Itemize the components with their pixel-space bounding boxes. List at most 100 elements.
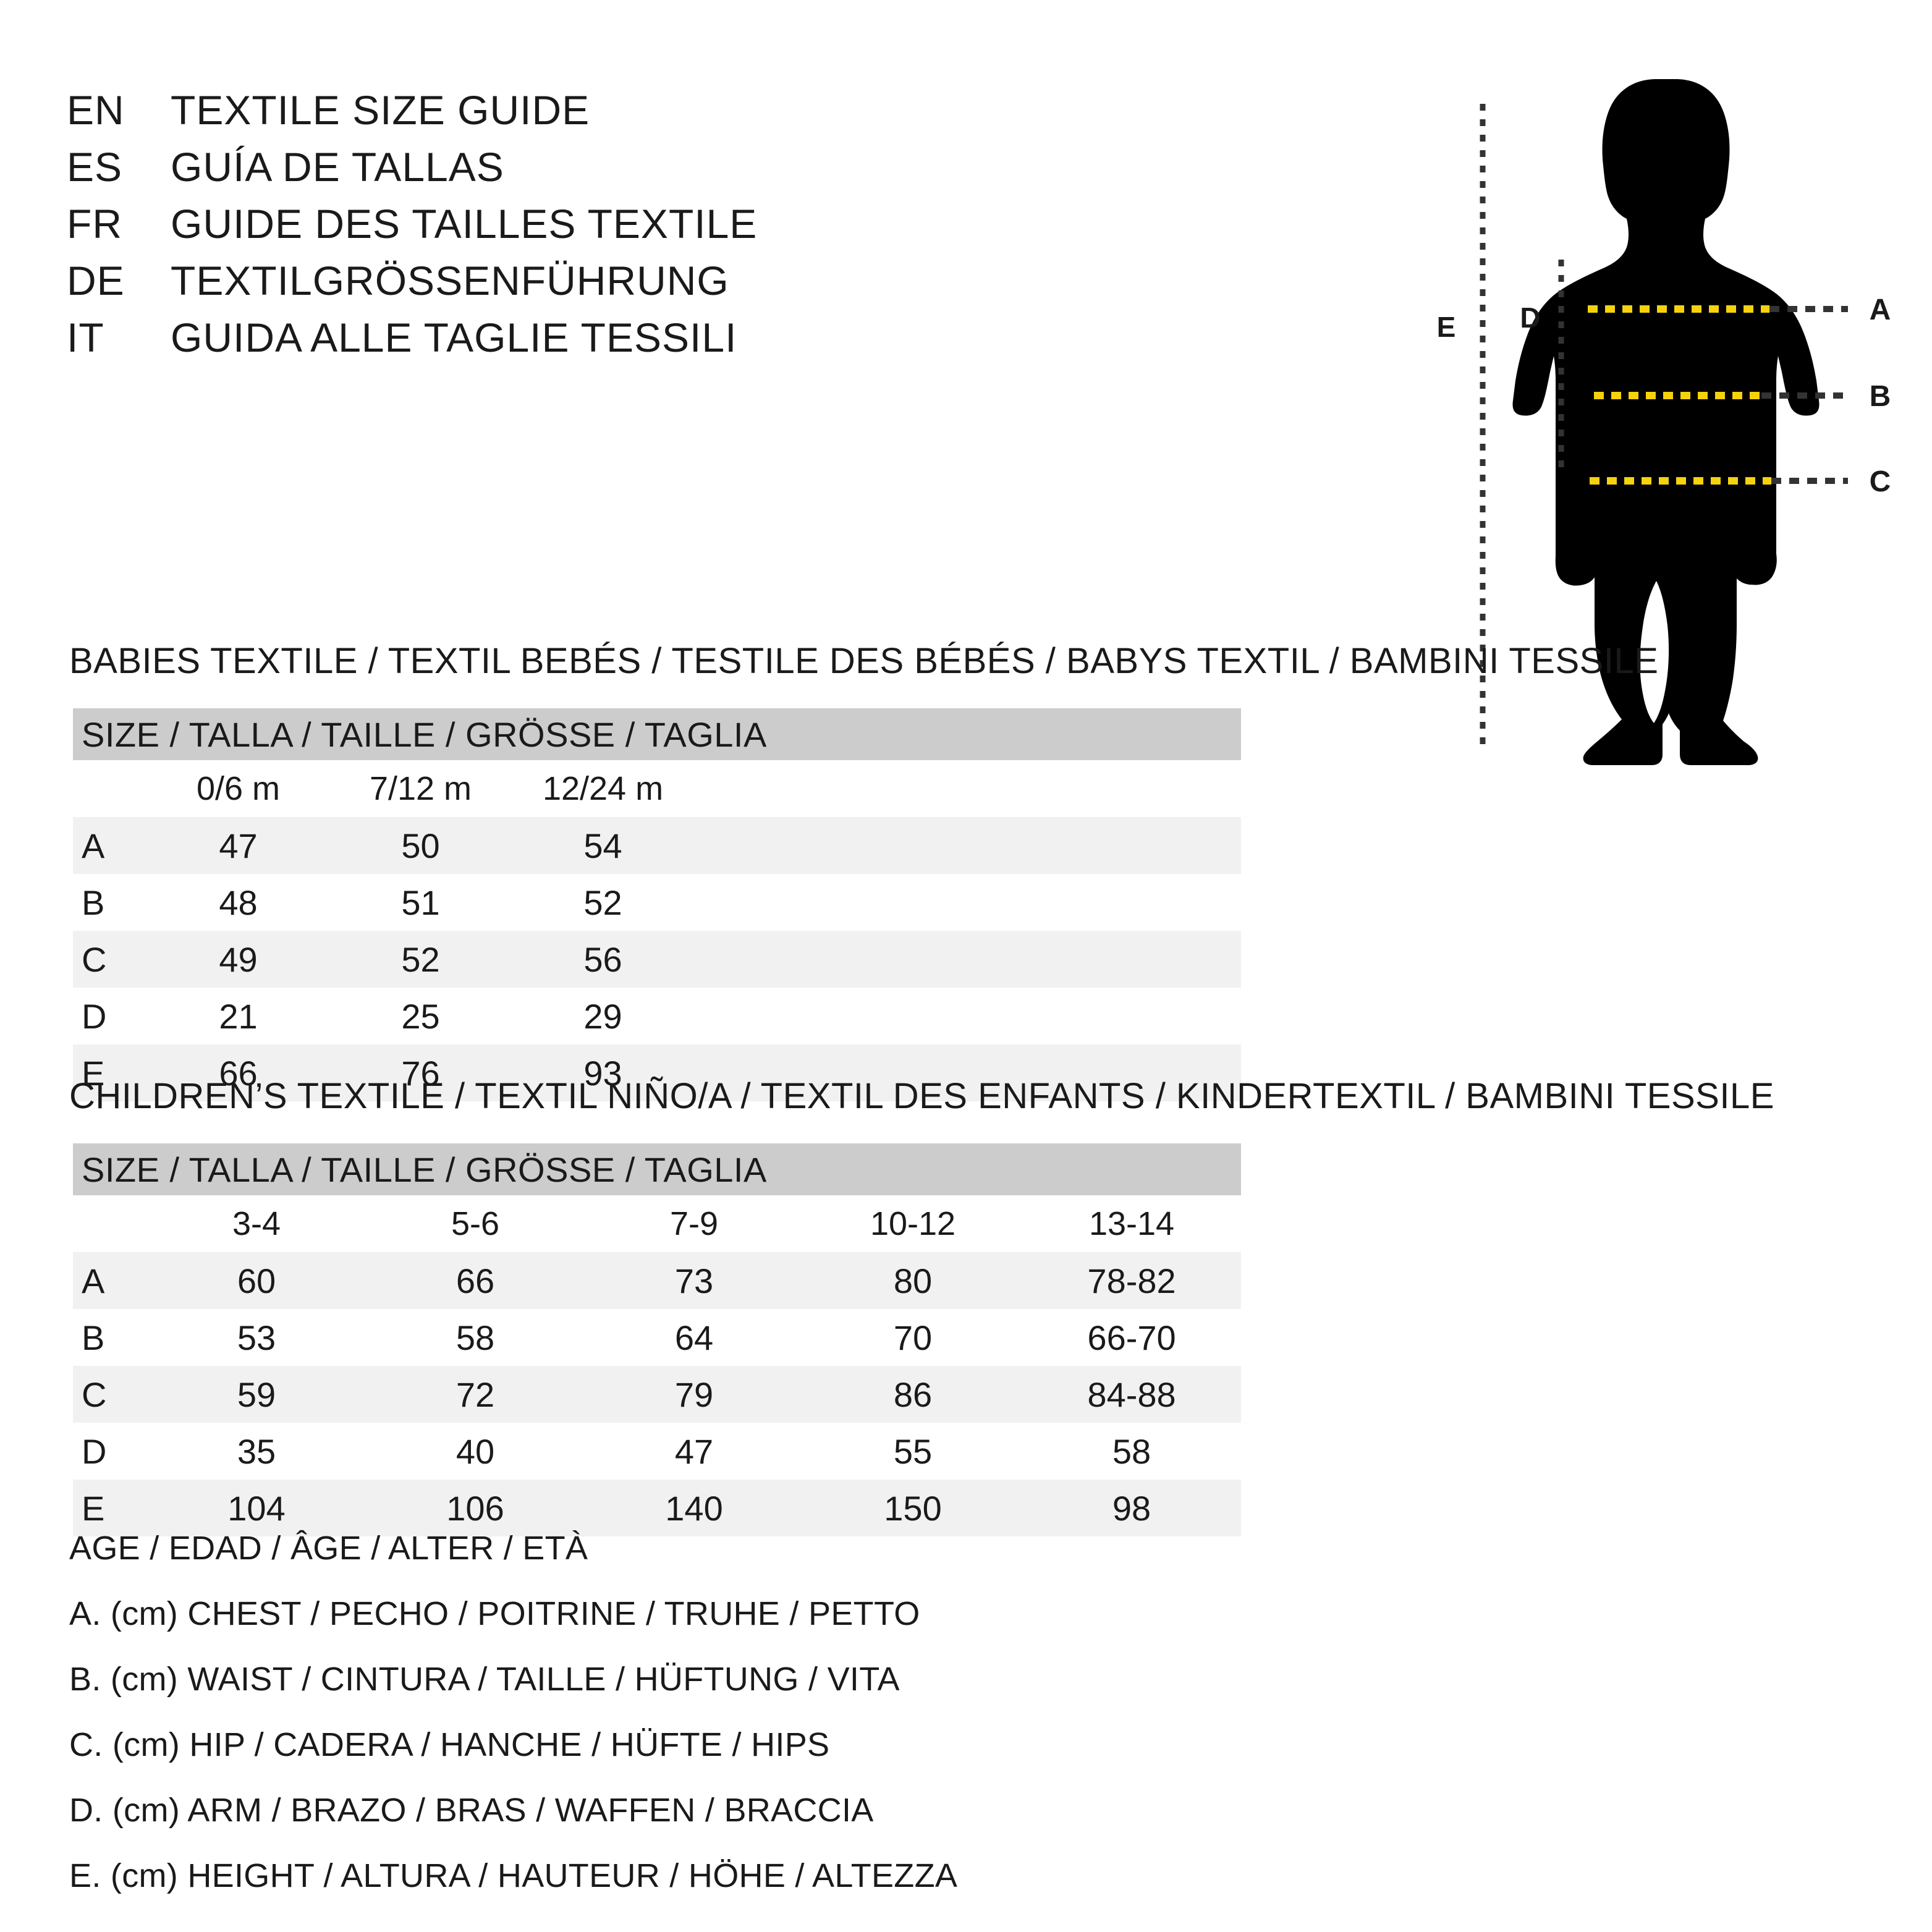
children-col-header-0: 3-4 [147,1195,366,1252]
children-cell-e-0: 104 [147,1480,366,1536]
language-row-es: ES GUÍA DE TALLAS [67,143,932,200]
babies-col-header-pad [694,760,1242,817]
children-size-bar-cell: SIZE / TALLA / TAILLE / GRÖSSE / TAGLIA [73,1143,1242,1195]
table-row: B 48 51 52 [73,874,1242,931]
language-title-es: GUÍA DE TALLAS [171,144,504,190]
figure-label-c: C [1870,465,1891,498]
table-row: C 49 52 56 [73,931,1242,988]
children-cell-b-0: 53 [147,1309,366,1366]
babies-col-header-2: 12/24 m [512,760,694,817]
children-cell-d-0: 35 [147,1423,366,1480]
table-row: C 59 72 79 86 84-88 [73,1366,1242,1423]
language-row-fr: FR GUIDE DES TAILLES TEXTILE [67,200,932,257]
measurement-legend: AGE / EDAD / ÂGE / ALTER / ETÀ A. (cm) C… [69,1515,1182,1909]
children-size-bar-label: SIZE / TALLA / TAILLE / GRÖSSE / TAGLIA [82,1150,767,1189]
table-row: A 60 66 73 80 78-82 [73,1252,1242,1309]
babies-cell-d-0: 21 [147,988,329,1044]
language-row-de: DE TEXTILGRÖSSENFÜHRUNG [67,257,932,314]
children-cell-a-1: 66 [366,1252,585,1309]
babies-cell-c-1: 52 [329,931,512,988]
babies-cell-b-1: 51 [329,874,512,931]
children-col-header-1: 5-6 [366,1195,585,1252]
children-cell-b-3: 70 [803,1309,1022,1366]
babies-cell-a-pad [694,817,1242,874]
children-section-title: CHILDREN’S TEXTILE / TEXTIL NIÑO/A / TEX… [69,1076,1774,1116]
babies-cell-c-pad [694,931,1242,988]
children-col-header-2: 7-9 [585,1195,803,1252]
children-row-label-c: C [73,1366,147,1423]
babies-column-header-row: 0/6 m 7/12 m 12/24 m [73,760,1242,817]
children-row-label-b: B [73,1309,147,1366]
babies-row-label-c: C [73,931,147,988]
babies-size-bar-label: SIZE / TALLA / TAILLE / GRÖSSE / TAGLIA [82,714,767,754]
children-cell-e-1: 106 [366,1480,585,1536]
legend-line-arm: D. (cm) ARM / BRAZO / BRAS / WAFFEN / BR… [69,1792,874,1829]
language-code-de: DE [67,258,125,303]
babies-cell-b-2: 52 [512,874,694,931]
children-cell-c-1: 72 [366,1366,585,1423]
children-cell-a-0: 60 [147,1252,366,1309]
children-row-label-e: E [73,1480,147,1536]
legend-line-height: E. (cm) HEIGHT / ALTURA / HAUTEUR / HÖHE… [69,1857,958,1894]
table-row: A 47 50 54 [73,817,1242,874]
babies-cell-e-2: 93 [512,1044,694,1101]
babies-cell-e-0: 66 [147,1044,329,1101]
children-size-bar-row: SIZE / TALLA / TAILLE / GRÖSSE / TAGLIA [73,1143,1242,1195]
children-row-label-a: A [73,1252,147,1309]
babies-cell-c-0: 49 [147,931,329,988]
children-cell-c-3: 86 [803,1366,1022,1423]
babies-row-label-e: E [73,1044,147,1101]
babies-size-table: SIZE / TALLA / TAILLE / GRÖSSE / TAGLIA … [73,708,1242,1101]
babies-cell-e-1: 76 [329,1044,512,1101]
babies-cell-d-1: 25 [329,988,512,1044]
language-row-it: IT GUIDA ALLE TAGLIE TESSILI [67,314,932,371]
table-row: D 21 25 29 [73,988,1242,1044]
babies-cell-a-0: 47 [147,817,329,874]
children-cell-b-4: 66-70 [1022,1309,1242,1366]
children-cell-d-1: 40 [366,1423,585,1480]
language-title-de: TEXTILGRÖSSENFÜHRUNG [171,258,729,303]
babies-row-label-b: B [73,874,147,931]
babies-corner-cell [73,760,147,817]
babies-size-bar-cell: SIZE / TALLA / TAILLE / GRÖSSE / TAGLIA [73,708,1242,760]
babies-section-title: BABIES TEXTILE / TEXTIL BEBÉS / TESTILE … [69,641,1659,681]
figure-label-b: B [1870,380,1891,413]
language-code-it: IT [67,315,104,360]
figure-label-d: D [1520,302,1540,334]
language-code-en: EN [67,87,125,133]
babies-cell-a-1: 50 [329,817,512,874]
children-cell-a-4: 78-82 [1022,1252,1242,1309]
legend-line-chest: A. (cm) CHEST / PECHO / POITRINE / TRUHE… [69,1595,920,1632]
children-cell-a-2: 73 [585,1252,803,1309]
babies-cell-a-2: 54 [512,817,694,874]
language-code-fr: FR [67,201,122,247]
babies-cell-d-2: 29 [512,988,694,1044]
babies-size-bar-row: SIZE / TALLA / TAILLE / GRÖSSE / TAGLIA [73,708,1242,760]
legend-line-age: AGE / EDAD / ÂGE / ALTER / ETÀ [69,1530,588,1567]
babies-col-header-0: 0/6 m [147,760,329,817]
figure-label-a: A [1870,294,1891,326]
babies-cell-e-pad [694,1044,1242,1101]
children-row-label-d: D [73,1423,147,1480]
table-row: D 35 40 47 55 58 [73,1423,1242,1480]
children-cell-e-3: 150 [803,1480,1022,1536]
children-cell-d-3: 55 [803,1423,1022,1480]
legend-line-hip: C. (cm) HIP / CADERA / HANCHE / HÜFTE / … [69,1726,830,1763]
babies-cell-c-2: 56 [512,931,694,988]
language-title-en: TEXTILE SIZE GUIDE [171,87,590,133]
babies-col-header-1: 7/12 m [329,760,512,817]
children-col-header-4: 13-14 [1022,1195,1242,1252]
babies-cell-b-pad [694,874,1242,931]
figure-label-e: E [1437,311,1456,343]
children-cell-e-4: 98 [1022,1480,1242,1536]
children-cell-b-1: 58 [366,1309,585,1366]
children-cell-b-2: 64 [585,1309,803,1366]
babies-cell-b-0: 48 [147,874,329,931]
children-cell-a-3: 80 [803,1252,1022,1309]
children-cell-c-2: 79 [585,1366,803,1423]
language-title-fr: GUIDE DES TAILLES TEXTILE [171,201,758,247]
children-corner-cell [73,1195,147,1252]
table-row: B 53 58 64 70 66-70 [73,1309,1242,1366]
table-row: E 104 106 140 150 98 [73,1480,1242,1536]
